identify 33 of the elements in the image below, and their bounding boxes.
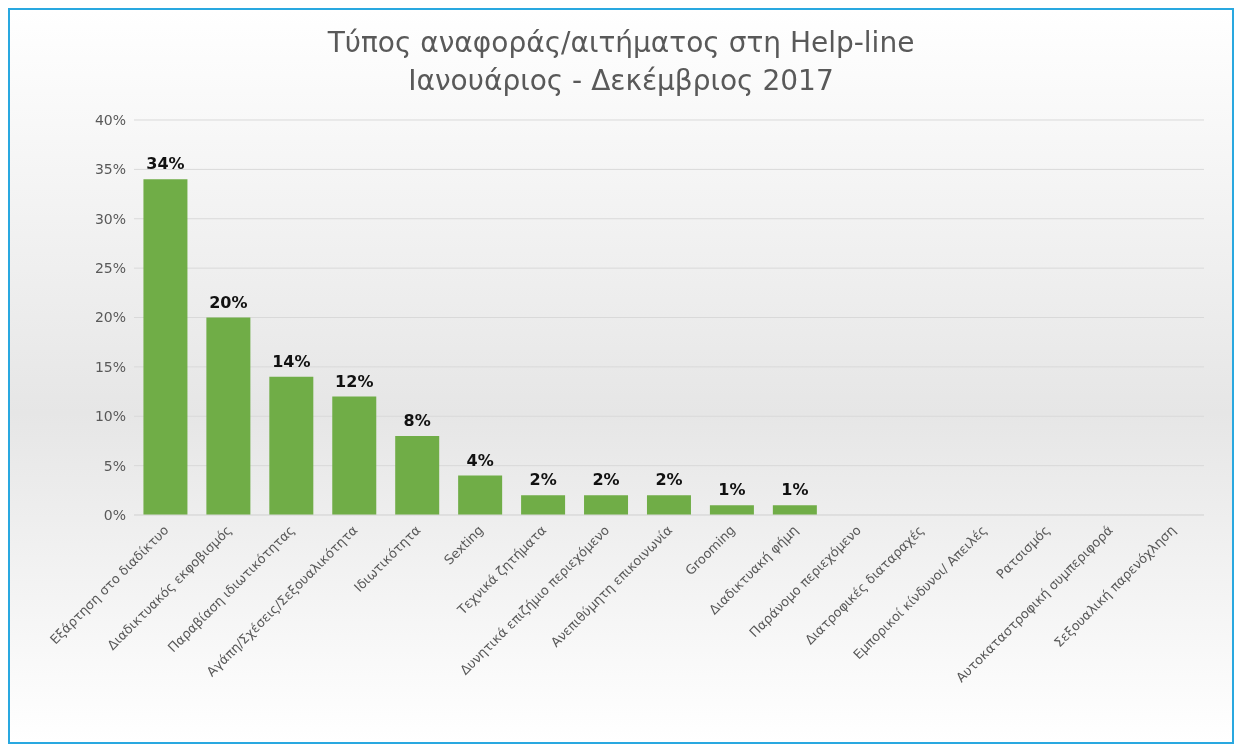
data-label: 1%: [781, 480, 809, 500]
y-tick-label: 40%: [94, 111, 126, 128]
data-label: 1%: [718, 480, 746, 500]
data-label: 8%: [403, 411, 431, 430]
chart-title: Τύπος αναφοράς/αιτήματος στη Help-line: [326, 25, 916, 61]
data-label: 2%: [529, 470, 557, 490]
data-label: 2%: [655, 470, 683, 490]
y-tick-label: 20%: [94, 309, 126, 326]
bar: [206, 317, 251, 515]
y-tick-label: 35%: [94, 161, 126, 178]
bar: [395, 436, 440, 515]
data-label: 20%: [209, 292, 248, 312]
y-tick-label: 0%: [103, 506, 126, 523]
bar: [269, 376, 314, 515]
data-label: 12%: [335, 371, 374, 391]
data-label: 14%: [272, 351, 311, 371]
bar: [332, 396, 377, 515]
bar: [143, 179, 188, 515]
data-label: 34%: [146, 154, 185, 174]
chart-subtitle: Ιανουάριος - Δεκέμβριος 2017: [407, 63, 835, 99]
bar: [709, 505, 754, 515]
bar: [521, 495, 566, 515]
y-tick-label: 30%: [94, 210, 126, 227]
y-tick-label: 25%: [94, 260, 126, 277]
y-tick-label: 10%: [94, 408, 126, 425]
bar: [458, 475, 503, 515]
bar: [584, 495, 629, 515]
bar: [772, 505, 817, 515]
bar: [646, 495, 691, 515]
y-tick-label: 5%: [103, 457, 126, 474]
data-label: 4%: [466, 450, 494, 470]
data-label: 2%: [592, 470, 620, 490]
y-tick-label: 15%: [94, 358, 126, 375]
